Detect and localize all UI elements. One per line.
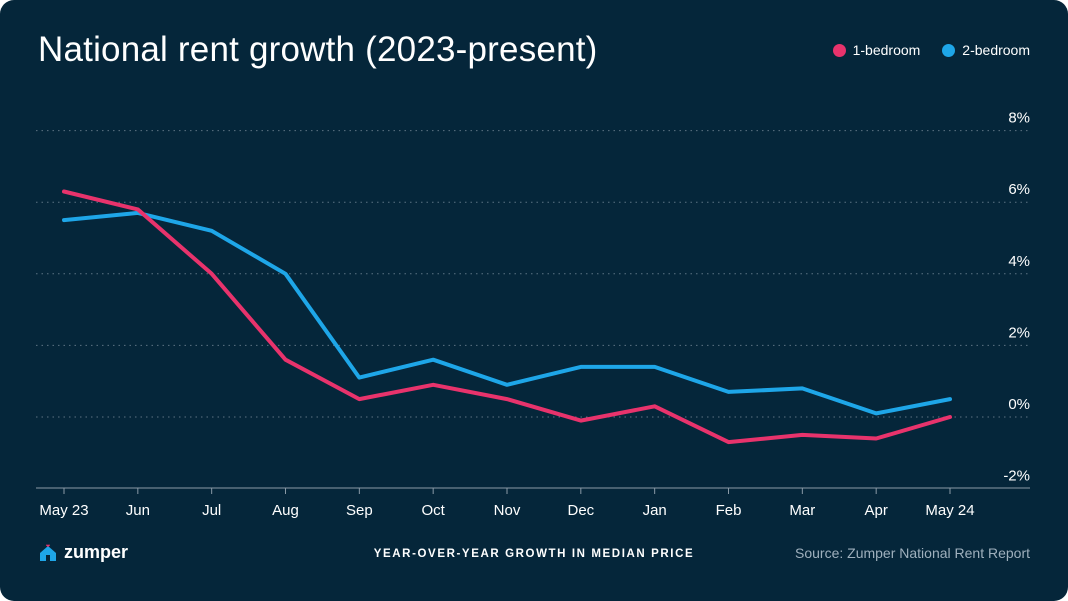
x-tick-label: Jun bbox=[126, 502, 150, 519]
y-tick-label: 4% bbox=[1008, 253, 1030, 270]
brand-logo: zumper bbox=[38, 542, 128, 563]
y-tick-label: -2% bbox=[1003, 468, 1030, 485]
x-tick-label: May 23 bbox=[39, 502, 88, 519]
x-tick-label: Aug bbox=[272, 502, 299, 519]
x-tick-label: Nov bbox=[494, 502, 521, 519]
x-tick-label: Jul bbox=[202, 502, 221, 519]
y-tick-label: 8% bbox=[1008, 110, 1030, 127]
x-tick-label: Feb bbox=[716, 502, 742, 519]
house-heart-icon bbox=[40, 543, 56, 561]
legend-label-1-bedroom: 1-bedroom bbox=[852, 42, 921, 58]
legend-swatch-1-bedroom bbox=[832, 43, 846, 57]
legend-item-1-bedroom: 1-bedroom bbox=[832, 42, 921, 58]
x-tick-label: Dec bbox=[567, 502, 594, 519]
x-tick-label: Mar bbox=[789, 502, 815, 519]
y-tick-label: 6% bbox=[1008, 181, 1030, 198]
legend-item-2-bedroom: 2-bedroom bbox=[942, 42, 1030, 58]
chart-caption: YEAR-OVER-YEAR GROWTH IN MEDIAN PRICE bbox=[373, 548, 695, 560]
x-tick-label: Sep bbox=[346, 502, 373, 519]
legend: 1-bedroom 2-bedroom bbox=[832, 42, 1030, 58]
source-note: Source: Zumper National Rent Report bbox=[795, 545, 1030, 561]
series-line-1-bedroom bbox=[62, 189, 952, 445]
legend-label-2-bedroom: 2-bedroom bbox=[962, 42, 1030, 58]
brand-name: zumper bbox=[64, 542, 129, 562]
y-tick-label: 2% bbox=[1008, 324, 1030, 341]
legend-swatch-2-bedroom bbox=[942, 43, 956, 57]
chart-title: National rent growth (2023-present) bbox=[38, 30, 598, 69]
x-tick-label: Oct bbox=[421, 502, 445, 519]
series-line-2-bedroom bbox=[62, 210, 952, 416]
x-tick-label: Jan bbox=[643, 502, 667, 519]
y-tick-label: 0% bbox=[1008, 396, 1030, 413]
x-tick-label: Apr bbox=[864, 502, 887, 519]
x-tick-label: May 24 bbox=[925, 502, 974, 519]
